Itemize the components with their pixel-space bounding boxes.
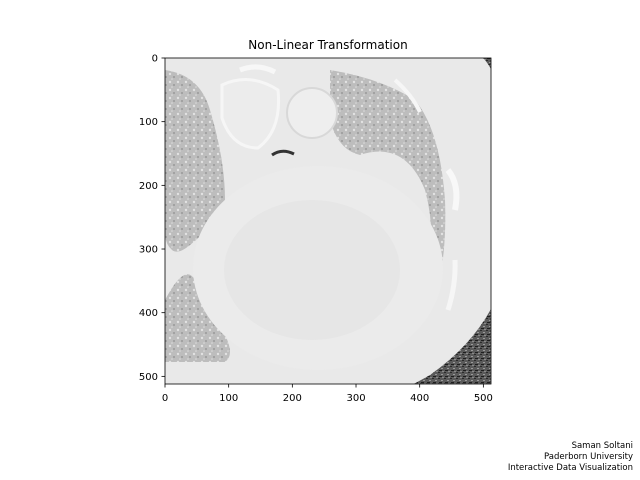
y-tick-label: 200 — [139, 181, 158, 192]
credit-institution: Paderborn University — [544, 452, 633, 462]
x-tick-label: 300 — [346, 393, 365, 404]
credit-course: Interactive Data Visualization — [507, 463, 633, 473]
right-lung — [330, 70, 446, 307]
x-tick-label: 100 — [219, 393, 238, 404]
axes-frame — [164, 57, 492, 385]
credits-block: Saman Soltani Paderborn University Inter… — [508, 441, 633, 474]
air-pocket — [271, 149, 295, 157]
ct-image — [165, 58, 491, 384]
y-tick-label: 400 — [139, 308, 158, 319]
credit-author: Saman Soltani — [571, 441, 633, 451]
vertebra — [220, 78, 281, 150]
rib — [445, 259, 458, 311]
y-tick-label: 100 — [139, 117, 158, 128]
chart-title: Non-Linear Transformation — [248, 38, 407, 52]
y-tick-label: 0 — [152, 54, 158, 65]
heart-inner — [224, 200, 400, 340]
x-tick-label: 500 — [474, 393, 493, 404]
rib — [445, 168, 460, 211]
x-axis: 0 100 200 300 400 500 — [162, 384, 493, 404]
y-tick-label: 500 — [139, 372, 158, 383]
y-tick-label: 300 — [139, 245, 158, 256]
rib — [393, 78, 422, 113]
x-tick-label: 400 — [410, 393, 429, 404]
rib — [239, 64, 277, 75]
left-lower-lung — [165, 274, 230, 362]
x-tick-label: 200 — [283, 393, 302, 404]
left-lung — [165, 70, 225, 252]
x-tick-label: 0 — [162, 393, 168, 404]
y-axis: 0 100 200 300 400 500 — [139, 54, 165, 383]
aorta — [286, 87, 338, 139]
